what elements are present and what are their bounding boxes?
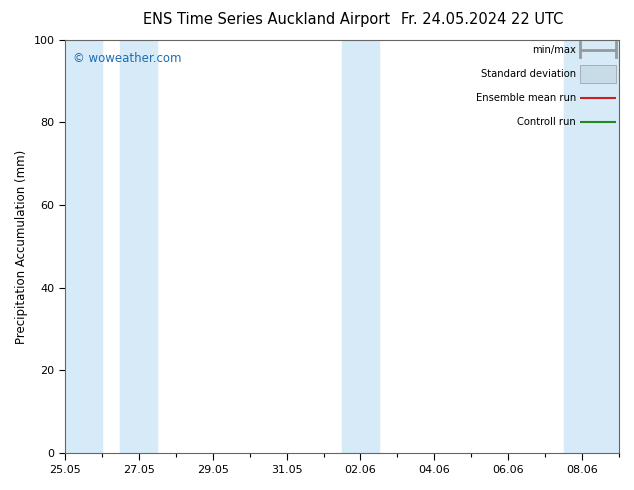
Text: ENS Time Series Auckland Airport: ENS Time Series Auckland Airport: [143, 12, 390, 27]
Text: Fr. 24.05.2024 22 UTC: Fr. 24.05.2024 22 UTC: [401, 12, 563, 27]
Bar: [342, 40, 379, 453]
Text: © woweather.com: © woweather.com: [74, 52, 182, 65]
Y-axis label: Precipitation Accumulation (mm): Precipitation Accumulation (mm): [15, 149, 28, 343]
Text: min/max: min/max: [532, 45, 576, 55]
Bar: [65, 40, 102, 453]
Text: Standard deviation: Standard deviation: [481, 69, 576, 79]
Bar: [564, 40, 619, 453]
FancyBboxPatch shape: [580, 65, 616, 83]
Text: Ensemble mean run: Ensemble mean run: [476, 93, 576, 103]
Text: Controll run: Controll run: [517, 117, 576, 127]
Bar: [120, 40, 157, 453]
